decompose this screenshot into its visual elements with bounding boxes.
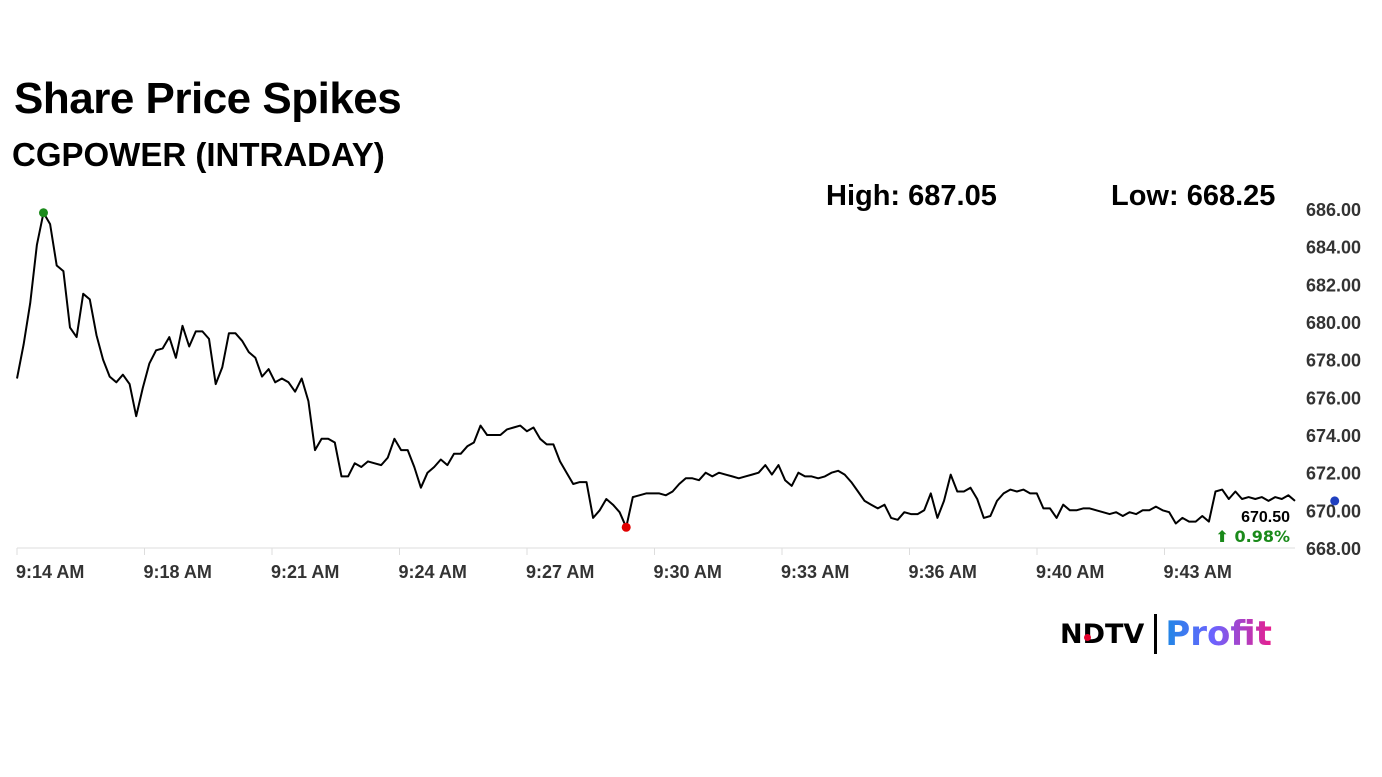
y-tick-label: 670.00 bbox=[1306, 501, 1361, 521]
high-point-marker bbox=[38, 208, 48, 218]
y-tick-label: 682.00 bbox=[1306, 275, 1361, 295]
x-tick-label: 9:40 AM bbox=[1036, 562, 1104, 582]
last-point-marker bbox=[1330, 496, 1340, 506]
price-series-line bbox=[16, 211, 1296, 529]
ndtv-red-dot-icon bbox=[1084, 633, 1091, 641]
y-tick-label: 686.00 bbox=[1306, 200, 1361, 220]
x-tick-label: 9:33 AM bbox=[781, 562, 849, 582]
y-tick-label: 678.00 bbox=[1306, 351, 1361, 371]
y-tick-label: 674.00 bbox=[1306, 426, 1361, 446]
ndtv-wordmark: NDTV bbox=[1060, 618, 1145, 650]
x-tick-label: 9:24 AM bbox=[399, 562, 467, 582]
y-tick-label: 676.00 bbox=[1306, 388, 1361, 408]
price-change-label: ⬆ 0.98% bbox=[1216, 527, 1290, 546]
x-tick-label: 9:21 AM bbox=[271, 562, 339, 582]
x-tick-label: 9:14 AM bbox=[16, 562, 84, 582]
chart-title: Share Price Spikes bbox=[14, 74, 402, 123]
profit-wordmark: Profit bbox=[1165, 614, 1272, 654]
low-point-marker bbox=[621, 522, 631, 532]
high-price-label: High: 687.05 bbox=[826, 180, 997, 212]
x-tick-label: 9:30 AM bbox=[654, 562, 722, 582]
y-tick-label: 668.00 bbox=[1306, 539, 1361, 559]
low-price-label: Low: 668.25 bbox=[1111, 180, 1276, 212]
y-tick-label: 672.00 bbox=[1306, 464, 1361, 484]
ndtv-profit-logo: NDTV Profit bbox=[1060, 612, 1272, 656]
x-tick-label: 9:43 AM bbox=[1164, 562, 1232, 582]
y-tick-label: 680.00 bbox=[1306, 313, 1361, 333]
x-tick-label: 9:18 AM bbox=[144, 562, 212, 582]
x-tick-label: 9:27 AM bbox=[526, 562, 594, 582]
chart-subtitle: CGPOWER (INTRADAY) bbox=[12, 136, 385, 173]
price-chart: 686.00 684.00 682.00 680.00 678.00 676.00 674.… bbox=[16, 200, 1361, 582]
last-price-label: 670.50 bbox=[1241, 509, 1290, 526]
logo-divider bbox=[1154, 614, 1158, 654]
y-tick-label: 684.00 bbox=[1306, 238, 1361, 258]
x-tick-label: 9:36 AM bbox=[909, 562, 977, 582]
